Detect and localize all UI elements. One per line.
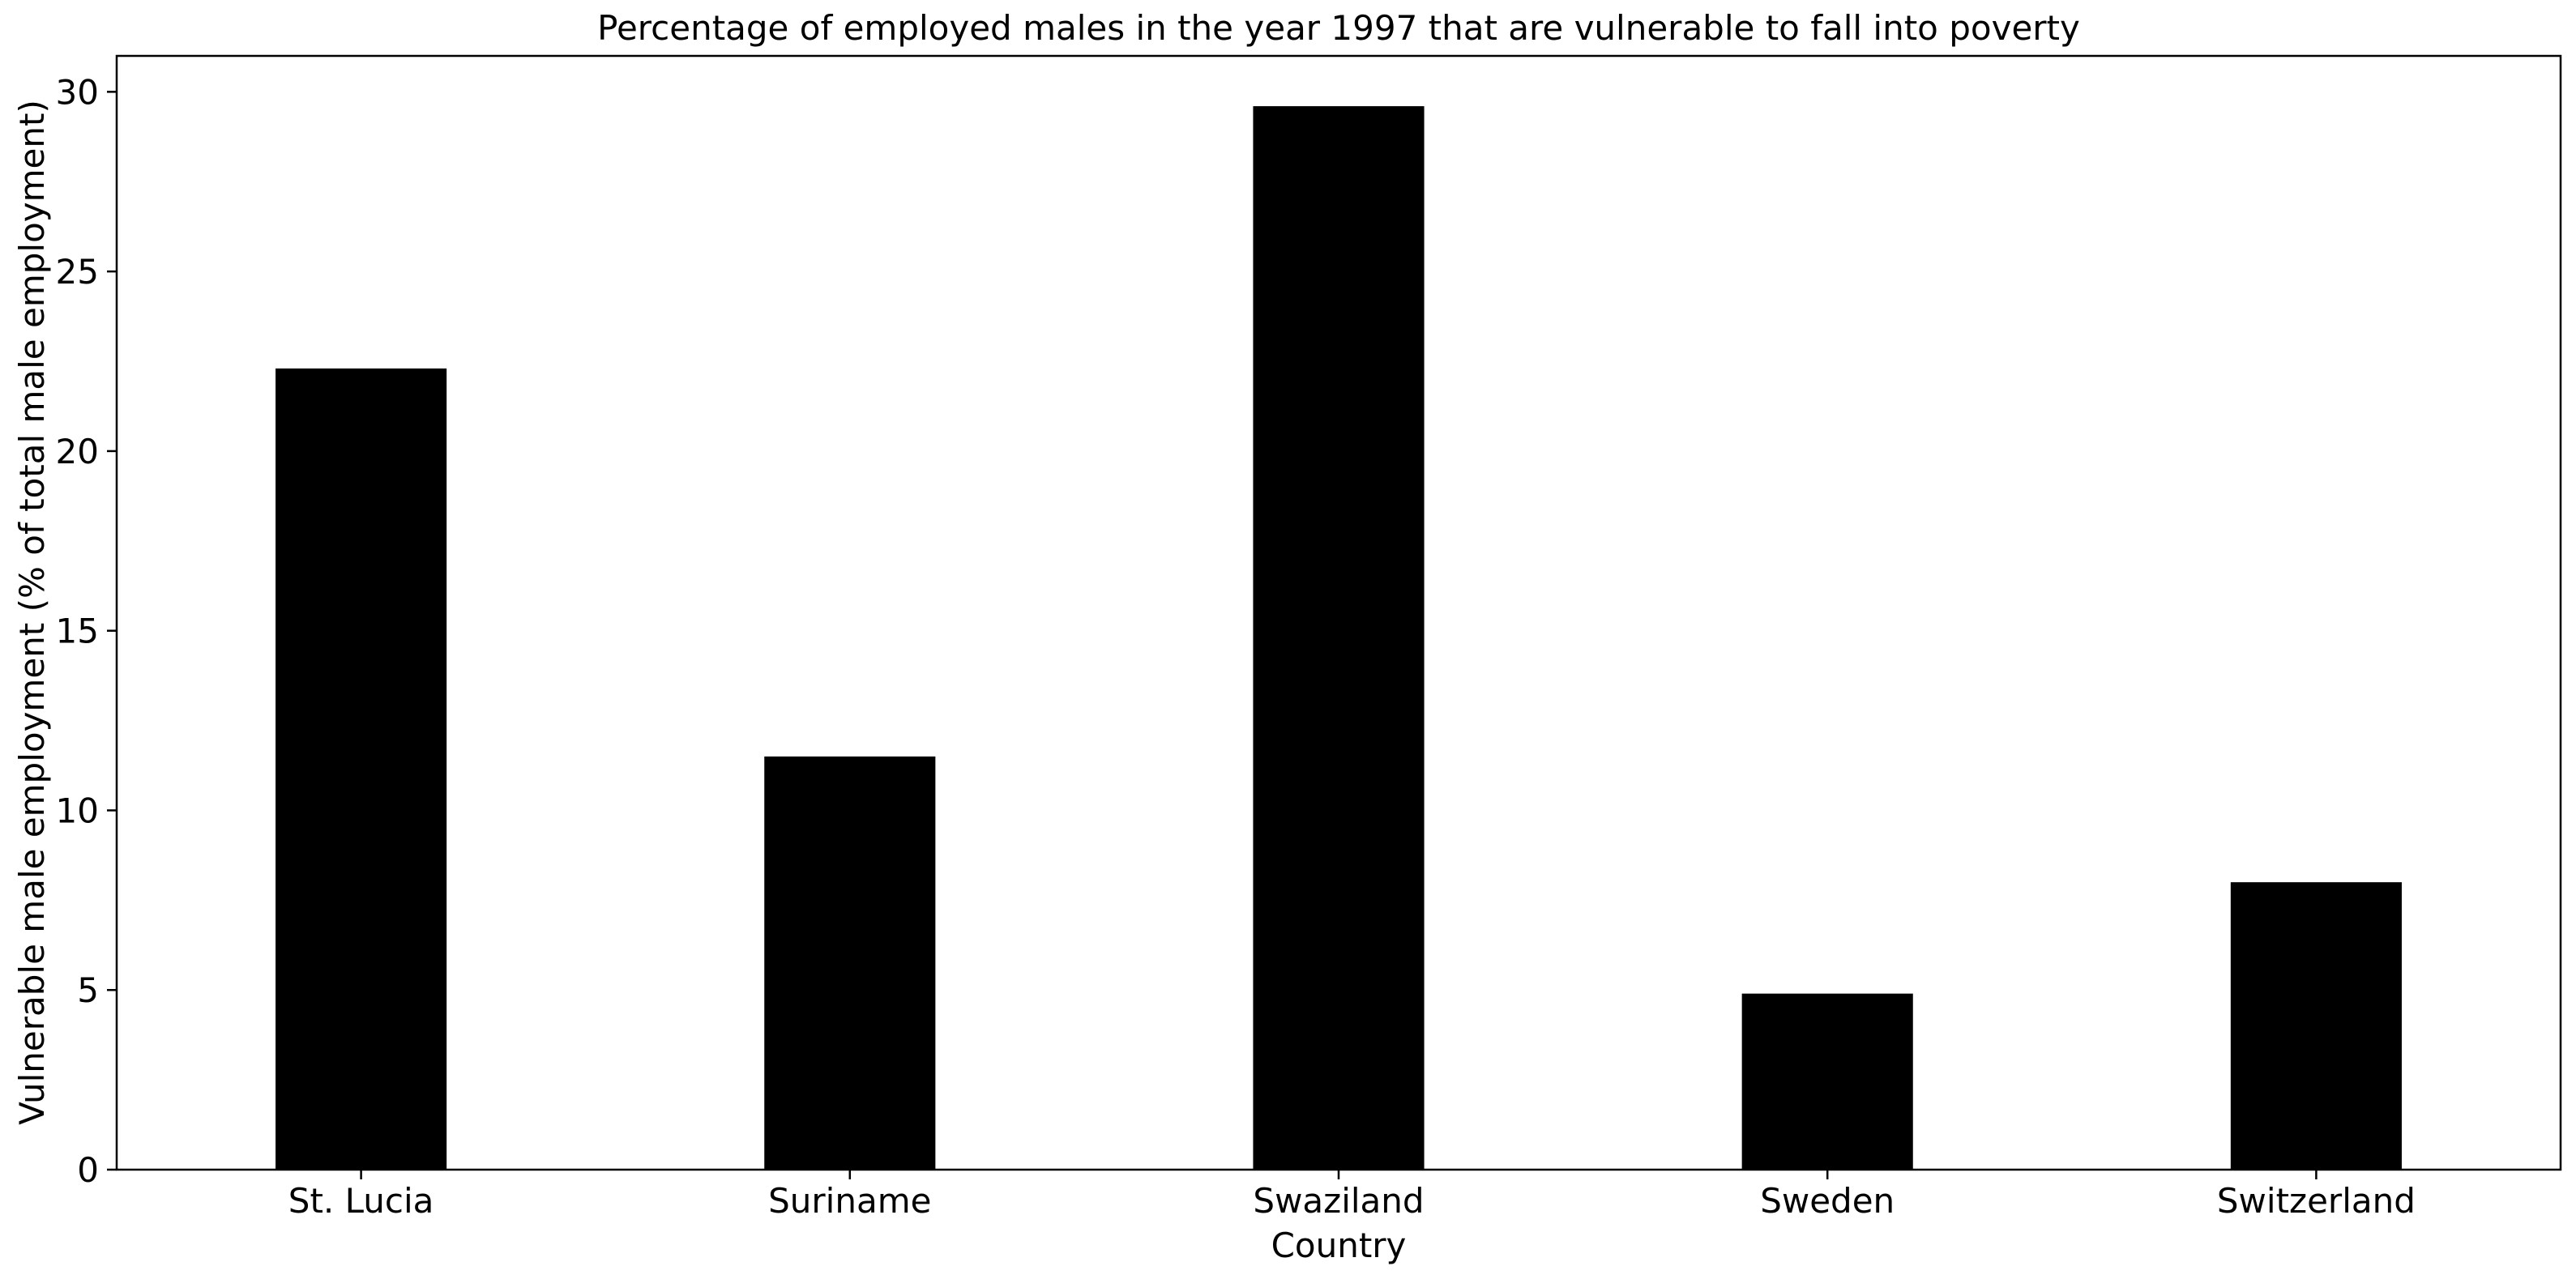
y-axis-label: Vulnerable male employment (% of total m… — [12, 100, 52, 1125]
y-tick-label: 0 — [77, 1150, 99, 1190]
y-tick-label: 30 — [56, 72, 99, 112]
y-axis-ticks: 0 5 10 15 20 25 30 — [56, 72, 117, 1190]
x-tick-label: St. Lucia — [288, 1181, 434, 1221]
x-axis-ticks: St. Lucia Suriname Swaziland Sweden Switzerl… — [288, 1170, 2416, 1221]
plot-frame — [115, 54, 2562, 1171]
x-tick-label: Suriname — [768, 1181, 931, 1221]
bar — [276, 368, 447, 1170]
bar — [1253, 106, 1425, 1170]
x-tick-label: Switzerland — [2217, 1181, 2416, 1221]
y-tick-label: 20 — [56, 432, 99, 471]
x-tick-label: Sweden — [1760, 1181, 1895, 1221]
y-tick-label: 15 — [56, 612, 99, 651]
y-tick-label: 25 — [56, 252, 99, 292]
bar — [1741, 993, 1913, 1170]
y-tick-label: 10 — [56, 791, 99, 830]
bar — [764, 756, 936, 1170]
y-tick-label: 5 — [77, 970, 99, 1010]
chart-title: Percentage of employed males in the year… — [597, 8, 2080, 48]
x-axis-label: Country — [1271, 1226, 1407, 1265]
x-tick-label: Swaziland — [1253, 1181, 1424, 1221]
bar — [2230, 882, 2402, 1170]
bars-group — [276, 106, 2402, 1170]
